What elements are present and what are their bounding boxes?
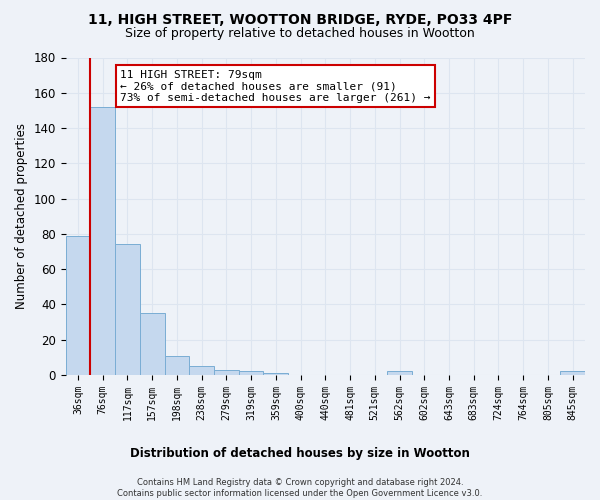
Bar bbox=[91, 107, 115, 375]
Bar bbox=[239, 372, 263, 375]
Text: Contains HM Land Registry data © Crown copyright and database right 2024.
Contai: Contains HM Land Registry data © Crown c… bbox=[118, 478, 482, 498]
Text: 11 HIGH STREET: 79sqm
← 26% of detached houses are smaller (91)
73% of semi-deta: 11 HIGH STREET: 79sqm ← 26% of detached … bbox=[120, 70, 431, 103]
Bar bbox=[263, 374, 288, 375]
Text: 11, HIGH STREET, WOOTTON BRIDGE, RYDE, PO33 4PF: 11, HIGH STREET, WOOTTON BRIDGE, RYDE, P… bbox=[88, 12, 512, 26]
Bar bbox=[164, 356, 190, 375]
Bar bbox=[65, 236, 91, 375]
Bar bbox=[560, 372, 585, 375]
Bar bbox=[214, 370, 239, 375]
Text: Distribution of detached houses by size in Wootton: Distribution of detached houses by size … bbox=[130, 447, 470, 460]
Text: Size of property relative to detached houses in Wootton: Size of property relative to detached ho… bbox=[125, 28, 475, 40]
Bar bbox=[190, 366, 214, 375]
Bar bbox=[140, 314, 164, 375]
Y-axis label: Number of detached properties: Number of detached properties bbox=[15, 124, 28, 310]
Bar bbox=[115, 244, 140, 375]
Bar bbox=[387, 372, 412, 375]
